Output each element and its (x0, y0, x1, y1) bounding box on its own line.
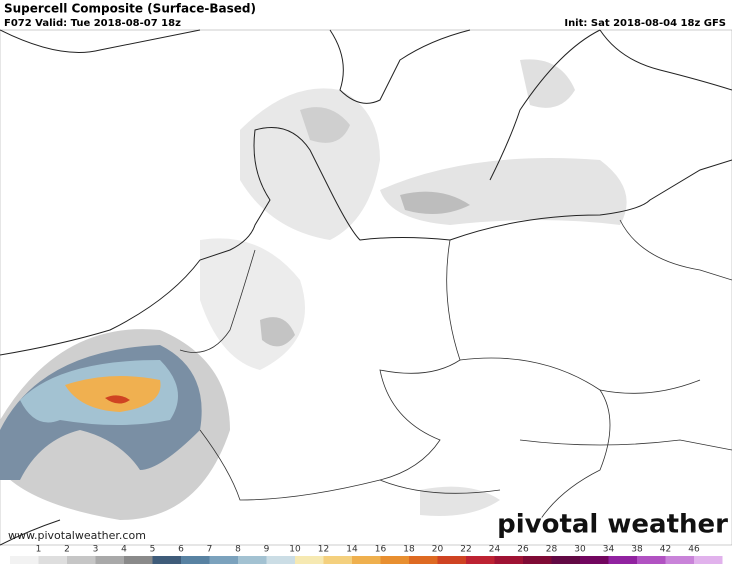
init-time: Init: Sat 2018-08-04 18z GFS (564, 18, 726, 29)
colorbar-segment (665, 556, 694, 564)
colorbar-segment (352, 556, 381, 564)
colorbar-label: 4 (121, 545, 127, 555)
colorbar-segment (466, 556, 495, 564)
colorbar-label: 9 (264, 545, 270, 555)
valid-time: F072 Valid: Tue 2018-08-07 18z (4, 18, 181, 29)
colorbar-segment (38, 556, 67, 564)
colorbar-label: 30 (574, 545, 586, 555)
colorbar-segment (494, 556, 523, 564)
colorbar-label: 18 (403, 545, 415, 555)
colorbar-label: 20 (432, 545, 444, 555)
colorbar-segment (637, 556, 666, 564)
colorbar-label: 34 (603, 545, 615, 555)
logo: pivotal weather (497, 510, 728, 540)
colorbar-label: 42 (660, 545, 671, 555)
map (0, 29, 732, 546)
colorbar-segment (694, 556, 723, 564)
colorbar-segment (266, 556, 295, 564)
colorbar-segment (523, 556, 552, 564)
colorbar-label: 16 (375, 545, 387, 555)
colorbar-segment (95, 556, 124, 564)
colorbar-segment (10, 556, 39, 564)
colorbar-segment (409, 556, 438, 564)
map-title: Supercell Composite (Surface-Based) (4, 2, 256, 16)
colorbar-label: 38 (631, 545, 643, 555)
colorbar-label: 7 (207, 545, 213, 555)
colorbar-label: 6 (178, 545, 184, 555)
colorbar-label: 5 (150, 545, 156, 555)
colorbar-segment (380, 556, 409, 564)
colorbar-label: 8 (235, 545, 241, 555)
colorbar-segment (124, 556, 153, 564)
website: www.pivotalweather.com (8, 529, 146, 542)
colorbar-segment (608, 556, 637, 564)
shading (0, 59, 627, 520)
colorbar-segment (152, 556, 181, 564)
colorbar-segment (209, 556, 238, 564)
colorbar-label: 26 (517, 545, 529, 555)
colorbar-label: 3 (93, 545, 99, 555)
colorbar-segment (238, 556, 267, 564)
colorbar-label: 14 (346, 545, 358, 555)
colorbar-label: 22 (460, 545, 471, 555)
colorbar-label: 12 (318, 545, 329, 555)
colorbar-segment (551, 556, 580, 564)
colorbar-label: 28 (546, 545, 558, 555)
colorbar-segment (67, 556, 96, 564)
colorbar-segment (323, 556, 352, 564)
colorbar-label: 46 (688, 545, 700, 555)
borders (179, 219, 732, 521)
colorbar-label: 24 (489, 545, 501, 555)
colorbar-segment (295, 556, 324, 564)
coastlines (0, 29, 732, 546)
colorbar-segment (437, 556, 466, 564)
colorbar-label: 2 (64, 545, 70, 555)
colorbar-segment (580, 556, 609, 564)
colorbar-segment (181, 556, 210, 564)
colorbar-label: 10 (289, 545, 301, 555)
colorbar-label: 1 (36, 545, 42, 555)
colorbar: 1 2 3 4 5 6 7 8 9 10 12 14 16 18 20 22 24 26 28 30 34 38 42 46 (10, 545, 723, 564)
